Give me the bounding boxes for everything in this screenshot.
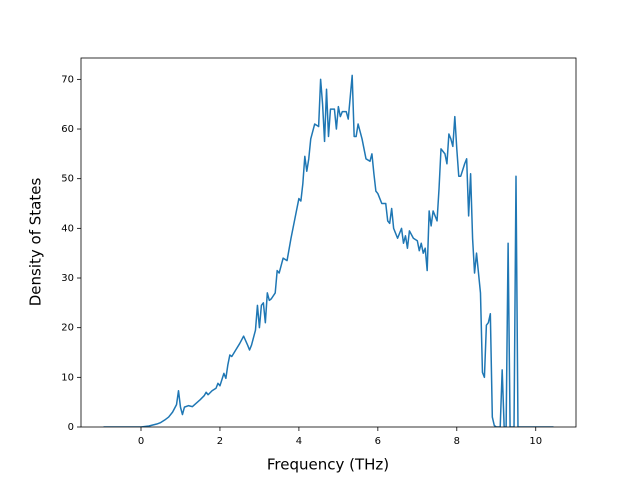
- y-tick-label: 0: [68, 422, 74, 433]
- x-tick-label: 4: [296, 436, 302, 447]
- line: [103, 74, 554, 427]
- y-tick-label: 20: [61, 323, 74, 334]
- y-tick-label: 60: [61, 124, 74, 135]
- y-tick-label: 50: [61, 174, 74, 185]
- y-axis-label: Density of States: [27, 178, 45, 307]
- x-axis-label: Frequency (THz): [267, 456, 389, 474]
- x-tick-label: 8: [454, 436, 460, 447]
- y-tick-label: 30: [61, 273, 74, 284]
- y-tick-label: 10: [61, 372, 74, 383]
- x-tick-label: 10: [529, 436, 542, 447]
- x-tick-label: 0: [138, 436, 144, 447]
- x-tick-label: 6: [375, 436, 381, 447]
- y-tick-label: 40: [61, 223, 74, 234]
- x-tick-label: 2: [217, 436, 223, 447]
- y-tick-label: 70: [61, 74, 74, 85]
- plot-frame: [80, 57, 577, 428]
